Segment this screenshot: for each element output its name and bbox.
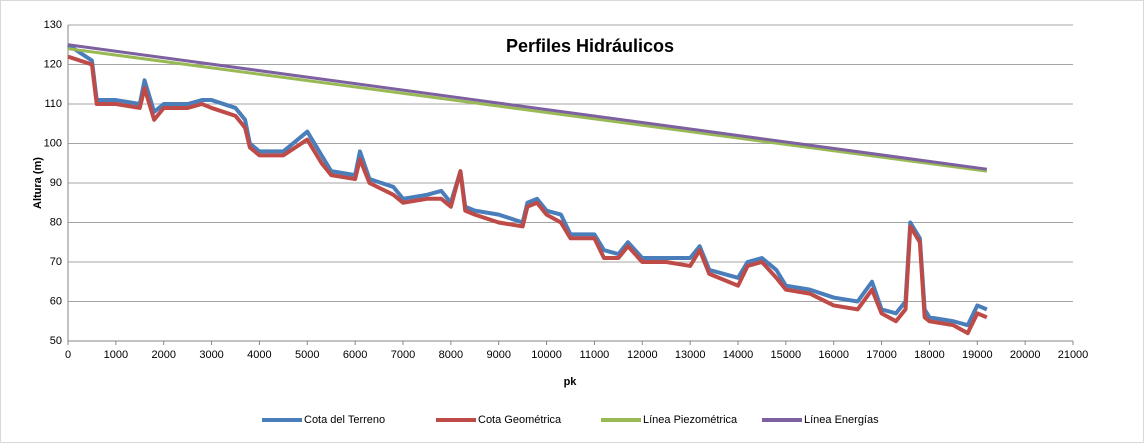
- x-tick-label: 2000: [151, 349, 175, 361]
- legend-label: Cota del Terreno: [304, 414, 385, 426]
- y-tick-label: 70: [50, 256, 62, 268]
- legend-label: Línea Energías: [804, 414, 879, 426]
- series-line: [67, 54, 988, 336]
- x-tick-label: 6000: [343, 349, 367, 361]
- x-tick-label: 17000: [866, 349, 897, 361]
- x-tick-label: 7000: [391, 349, 415, 361]
- x-tick-label: 4000: [247, 349, 271, 361]
- x-tick-label: 8000: [439, 349, 463, 361]
- x-tick-label: 13000: [675, 349, 706, 361]
- y-tick-label: 80: [50, 216, 62, 228]
- y-tick-label: 90: [50, 177, 62, 189]
- chart-title: Perfiles Hidráulicos: [506, 36, 674, 56]
- y-tick-label: 130: [44, 19, 62, 31]
- series-line: [67, 47, 988, 173]
- x-tick-label: 1000: [104, 349, 128, 361]
- series-line: [66, 43, 988, 328]
- y-axis-label: Altura (m): [32, 157, 44, 209]
- x-tick-label: 20000: [1010, 349, 1041, 361]
- y-tick-label: 60: [50, 295, 62, 307]
- x-tick-label: 21000: [1058, 349, 1089, 361]
- legend-label: Cota Geométrica: [478, 414, 562, 426]
- x-tick-label: 16000: [818, 349, 849, 361]
- x-tick-label: 10000: [531, 349, 562, 361]
- y-tick-label: 110: [44, 98, 62, 110]
- legend-label: Línea Piezométrica: [643, 414, 738, 426]
- y-tick-label: 100: [44, 137, 62, 149]
- x-tick-label: 3000: [199, 349, 223, 361]
- x-tick-label: 5000: [295, 349, 319, 361]
- x-tick-label: 15000: [771, 349, 802, 361]
- x-tick-label: 9000: [486, 349, 510, 361]
- x-tick-label: 0: [65, 349, 71, 361]
- x-axis-label: pk: [564, 376, 578, 388]
- series-line: [67, 43, 988, 171]
- x-tick-label: 12000: [627, 349, 658, 361]
- x-tick-label: 19000: [962, 349, 993, 361]
- y-tick-label: 120: [44, 58, 62, 70]
- y-tick-label: 50: [50, 335, 62, 347]
- x-tick-label: 14000: [723, 349, 754, 361]
- x-tick-label: 11000: [580, 349, 610, 361]
- x-tick-label: 18000: [914, 349, 945, 361]
